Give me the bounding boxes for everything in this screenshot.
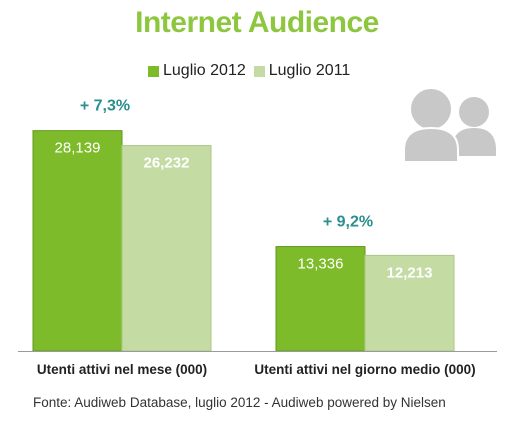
icon-front-body [403, 126, 459, 163]
icon-back-head [459, 97, 489, 127]
legend-label-2012: Luglio 2012 [163, 62, 246, 79]
legend-swatch-2011 [253, 65, 265, 77]
bar-1-1 [364, 254, 455, 352]
source-note: Fonte: Audiweb Database, luglio 2012 - A… [33, 395, 446, 410]
legend-label-2011: Luglio 2011 [268, 62, 351, 79]
bar-0-1 [121, 145, 212, 352]
bar-0-0 [32, 130, 123, 352]
bar-label-0-1: 26,232 [144, 155, 190, 172]
growth-label-1: + 9,2% [323, 214, 373, 231]
bar-label-1-0: 13,336 [298, 256, 344, 273]
chart-legend: Luglio 2012 Luglio 2011 [148, 62, 350, 80]
bars-layer: 28,139 26,232 + 7,3% Utenti attivi nel mese… [32, 98, 476, 377]
bar-1-0 [275, 246, 366, 352]
category-label-0: Utenti attivi nel mese (000) [37, 362, 207, 377]
growth-label-0: + 7,3% [80, 98, 130, 115]
legend-swatch-2012 [148, 65, 159, 77]
users-group-icon [403, 87, 496, 163]
chart-title: Internet Audience [135, 6, 379, 39]
icon-back-body [452, 128, 496, 156]
bar-label-1-1: 12,213 [387, 264, 433, 281]
legend-item-2011: Luglio 2011 [253, 62, 351, 80]
legend-item-2012: Luglio 2012 [148, 62, 246, 80]
bar-label-0-0: 28,139 [55, 140, 101, 157]
category-label-1: Utenti attivi nel giorno medio (000) [254, 362, 475, 377]
icon-front-head [409, 87, 453, 131]
